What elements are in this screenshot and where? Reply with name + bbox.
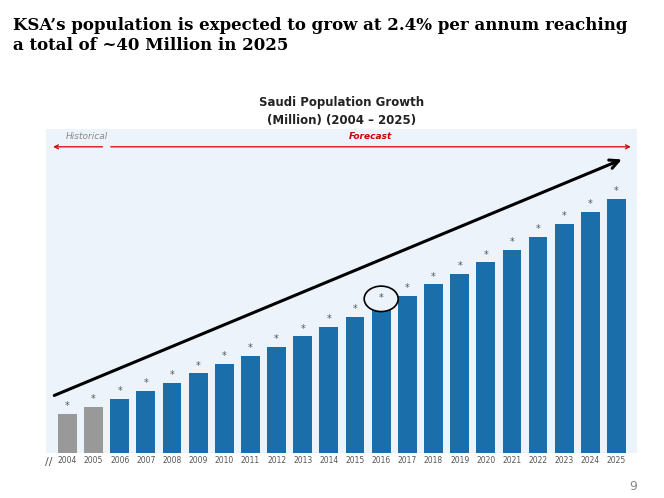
Text: Forecast: Forecast: [349, 132, 392, 141]
Text: *: *: [196, 361, 201, 371]
Text: //: //: [45, 457, 53, 467]
Text: *: *: [562, 211, 566, 222]
Text: *: *: [169, 370, 175, 380]
Text: *: *: [483, 249, 488, 259]
Bar: [241, 356, 260, 453]
Bar: [293, 337, 312, 453]
Text: *: *: [378, 293, 384, 303]
Text: *: *: [91, 394, 96, 404]
Text: KSA’s population is expected to grow at 2.4% per annum reaching
a total of ~40 M: KSA’s population is expected to grow at …: [13, 17, 627, 54]
Text: *: *: [457, 261, 462, 271]
Bar: [503, 249, 521, 453]
Text: *: *: [536, 224, 540, 234]
Text: *: *: [509, 237, 515, 247]
Bar: [110, 399, 129, 453]
Text: 9: 9: [629, 480, 637, 493]
Text: Historical: Historical: [66, 132, 108, 141]
Bar: [529, 237, 548, 453]
Bar: [136, 391, 155, 453]
Text: *: *: [353, 304, 357, 314]
Ellipse shape: [364, 286, 398, 312]
Text: *: *: [588, 199, 593, 209]
Text: *: *: [378, 293, 384, 303]
Text: *: *: [327, 314, 331, 324]
Bar: [163, 382, 181, 453]
Bar: [189, 374, 208, 453]
Title: Saudi Population Growth
(Million) (2004 – 2025): Saudi Population Growth (Million) (2004 …: [260, 96, 424, 127]
Bar: [215, 364, 234, 453]
Bar: [450, 274, 469, 453]
Bar: [581, 212, 600, 453]
Bar: [58, 414, 77, 453]
Text: *: *: [118, 386, 122, 396]
Bar: [607, 199, 626, 453]
Bar: [398, 296, 417, 453]
Bar: [319, 327, 338, 453]
Text: *: *: [65, 401, 70, 411]
Bar: [476, 262, 495, 453]
Text: *: *: [300, 324, 305, 334]
Bar: [555, 224, 574, 453]
Text: *: *: [405, 283, 410, 293]
Bar: [346, 317, 365, 453]
Bar: [372, 306, 390, 453]
Bar: [424, 284, 443, 453]
Text: *: *: [274, 334, 279, 344]
Bar: [267, 347, 286, 453]
Text: *: *: [143, 378, 148, 388]
Text: *: *: [431, 271, 436, 281]
Text: *: *: [248, 343, 253, 353]
Text: *: *: [614, 186, 619, 196]
Bar: [84, 407, 103, 453]
Text: *: *: [222, 351, 226, 361]
